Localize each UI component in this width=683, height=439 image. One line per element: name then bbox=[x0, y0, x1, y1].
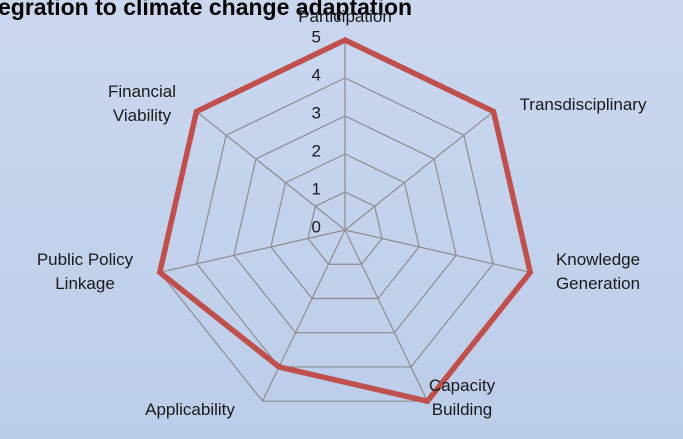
spoke bbox=[262, 229, 346, 402]
grid-ring bbox=[307, 191, 383, 265]
category-label: Knowledge Generation bbox=[555, 250, 641, 293]
r-tick-label: 3 bbox=[312, 103, 321, 122]
category-label: Public Policy Linkage bbox=[36, 250, 134, 293]
series-line bbox=[156, 36, 534, 405]
chart-title: egration to climate change adaptation bbox=[0, 0, 413, 20]
category-label: Financial Viability bbox=[107, 82, 177, 125]
r-tick-label: 2 bbox=[312, 141, 321, 160]
spoke bbox=[344, 229, 531, 273]
spoke bbox=[344, 229, 428, 402]
r-tick-label: 5 bbox=[312, 27, 321, 46]
grid-ring bbox=[233, 115, 457, 334]
r-tick-label: 1 bbox=[312, 179, 321, 198]
grid-ring bbox=[196, 77, 494, 368]
r-tick-label: 4 bbox=[312, 65, 321, 84]
spoke bbox=[159, 229, 346, 273]
spoke bbox=[344, 111, 494, 231]
category-label: Capacity Building bbox=[428, 376, 496, 419]
category-label: Participation bbox=[298, 7, 392, 26]
spoke bbox=[196, 111, 346, 231]
grid-ring bbox=[270, 153, 420, 300]
r-tick-label: 0 bbox=[312, 217, 321, 236]
category-label: Applicability bbox=[145, 400, 235, 419]
category-label: Transdisciplinary bbox=[519, 95, 647, 114]
